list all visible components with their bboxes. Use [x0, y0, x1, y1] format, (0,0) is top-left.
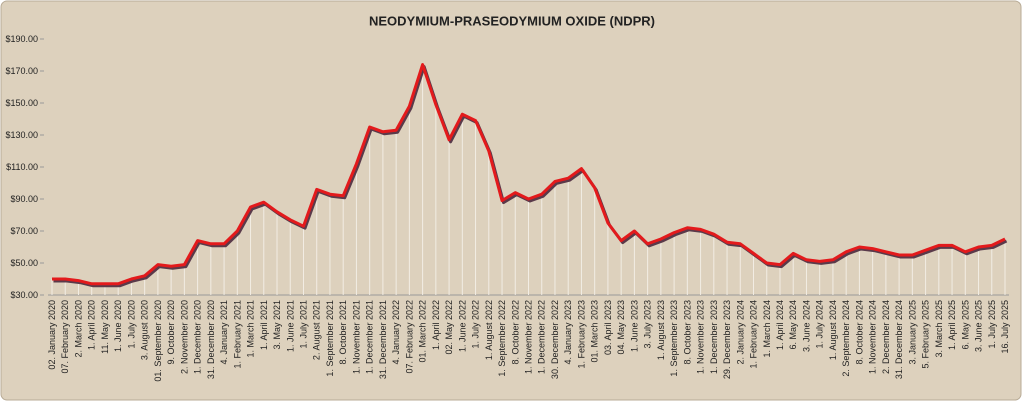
- line-shadow: [53, 65, 1008, 288]
- x-tick-label: 9. October 2020: [166, 300, 176, 365]
- x-tick-label: 1. July 2022: [471, 300, 481, 349]
- x-tick-label: 1. March 2024: [762, 300, 772, 358]
- x-tick-label: 01. March 2022: [418, 300, 428, 363]
- x-tick-label: 1. August 2023: [656, 300, 666, 360]
- x-tick-label: 1. November 2022: [524, 300, 534, 374]
- x-tick-label: 1. June 2022: [457, 300, 467, 352]
- x-tick-label: 1. April 2025: [947, 300, 957, 350]
- y-tick-label: $50.00: [10, 258, 38, 268]
- x-tick-label: 2. January 2024: [735, 300, 745, 365]
- x-tick-label: 07. February 2022: [404, 300, 414, 374]
- x-tick-label: 2. September 2024: [841, 300, 851, 377]
- x-tick-label: 01. September 2020: [153, 300, 163, 382]
- x-tick-label: 03. April 2023: [603, 300, 613, 355]
- x-tick-label: 11. May 2020: [100, 300, 110, 354]
- x-tick-label: 2. August 2021: [312, 300, 322, 360]
- x-tick-label: 04. May 2023: [616, 300, 626, 355]
- x-tick-label: 3. May 2021: [272, 300, 282, 350]
- x-tick-label: 1. June 2021: [285, 300, 295, 352]
- x-tick-label: 1. July 2024: [815, 300, 825, 349]
- x-tick-label: 1. November 2023: [696, 300, 706, 374]
- y-tick-label: $110.00: [6, 162, 38, 172]
- x-tick-label: 1. August 2024: [828, 300, 838, 360]
- x-tick-label: 1. July 2021: [298, 300, 308, 349]
- x-tick-label: 1. April 2020: [87, 300, 97, 350]
- x-tick-label: 2. November 2020: [179, 300, 189, 374]
- x-tick-label: 16. July 2025: [1000, 300, 1010, 354]
- x-tick-label: 8. October 2022: [510, 300, 520, 365]
- x-tick-label: 1. March 2021: [246, 300, 256, 358]
- x-tick-label: 1. September 2021: [325, 300, 335, 377]
- x-tick-label: 1. June 2023: [629, 300, 639, 352]
- x-tick-label: 4. January 2022: [391, 300, 401, 365]
- x-tick-label: 6. May 2024: [788, 300, 798, 350]
- y-tick-label: $30.00: [10, 290, 38, 300]
- x-tick-label: 1. November 2021: [351, 300, 361, 374]
- x-tick-label: 1. September 2022: [497, 300, 507, 377]
- x-tick-label: 1. December 2021: [365, 300, 375, 374]
- chart-title: NEODYMIUM-PRASEODYMIUM OXIDE (NDPR): [369, 13, 655, 28]
- x-tick-label: 4. January 2021: [219, 300, 229, 365]
- x-tick-label: 3. March 2025: [934, 300, 944, 358]
- x-tick-label: 31. December 2020: [206, 300, 216, 379]
- x-tick-label: 1. July 2020: [126, 300, 136, 349]
- x-tick-label: 07. February 2020: [60, 300, 70, 374]
- x-tick-label: 02. January 2020: [47, 300, 57, 370]
- x-tick-label: 3. June 2025: [974, 300, 984, 352]
- x-tick-label: 3. August 2020: [140, 300, 150, 360]
- x-tick-label: 1. April 2024: [775, 300, 785, 350]
- data-line: [52, 63, 1006, 286]
- x-tick-label: 1. December 2023: [709, 300, 719, 374]
- x-tick-label: 1. November 2024: [868, 300, 878, 374]
- x-tick-label: 02. May 2022: [444, 300, 454, 355]
- x-tick-label: 5. February 2025: [921, 300, 931, 369]
- x-tick-label: 29. December 2023: [722, 300, 732, 379]
- x-tick-label: 3. January 2025: [907, 300, 917, 365]
- x-tick-label: 1. February 2024: [749, 300, 759, 369]
- x-tick-label: 1. August 2022: [484, 300, 494, 360]
- y-tick-label: $150.00: [5, 98, 38, 108]
- x-tick-label: 8. October 2021: [338, 300, 348, 365]
- x-tick-label: 1. April 2021: [259, 300, 269, 350]
- y-tick-label: $170.00: [5, 66, 38, 76]
- x-tick-label: 8. October 2023: [682, 300, 692, 365]
- x-tick-label: 4. January 2023: [563, 300, 573, 365]
- x-tick-label: 6. May 2025: [960, 300, 970, 350]
- x-tick-label: 3. June 2024: [801, 300, 811, 352]
- x-tick-label: 1. September 2023: [669, 300, 679, 377]
- x-tick-label: 2. March 2020: [73, 300, 83, 358]
- y-tick-label: $70.00: [10, 226, 38, 236]
- x-tick-label: 30. December 2022: [550, 300, 560, 379]
- x-tick-label: 31. December 2021: [378, 300, 388, 379]
- y-tick-label: $90.00: [10, 194, 38, 204]
- x-tick-label: 1. February 2021: [232, 300, 242, 369]
- x-tick-label: 1. December 2022: [537, 300, 547, 374]
- y-tick-label: $130.00: [5, 130, 38, 140]
- x-tick-label: 1. February 2023: [576, 300, 586, 369]
- x-tick-label: 31. December 2024: [894, 300, 904, 379]
- x-tick-label: 1. April 2022: [431, 300, 441, 350]
- x-tick-label: 01. March 2023: [590, 300, 600, 363]
- x-tick-label: 1. July 2025: [987, 300, 997, 349]
- x-tick-label: 1. December 2020: [193, 300, 203, 374]
- x-tick-label: 8. October 2024: [854, 300, 864, 365]
- y-tick-label: $190.00: [5, 34, 38, 44]
- x-tick-label: 2. December 2024: [881, 300, 891, 374]
- x-tick-label: 1. June 2020: [113, 300, 123, 352]
- x-tick-label: 3. July 2023: [643, 300, 653, 349]
